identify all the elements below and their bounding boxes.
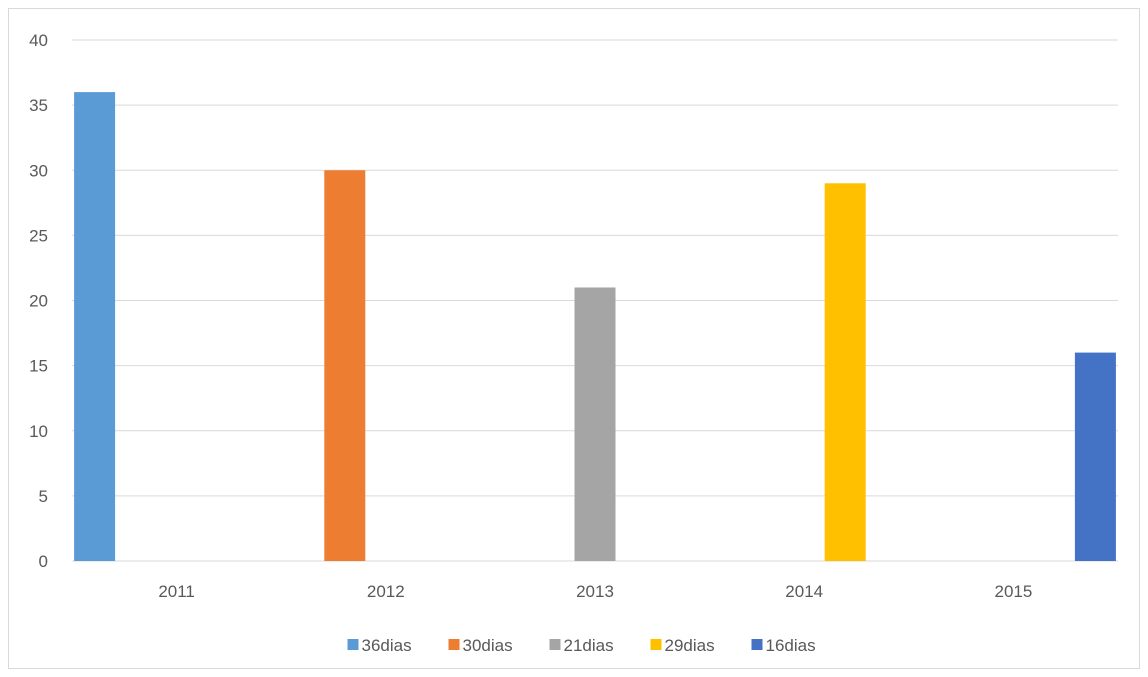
x-axis-tick-labels: 2011 2012 2013 2014 2015: [158, 582, 1032, 601]
y-tick-label: 30: [29, 161, 48, 180]
y-tick-label: 5: [39, 487, 48, 506]
legend-item-29dias: 29dias: [650, 636, 715, 655]
legend-swatch: [751, 639, 763, 650]
x-tick-label: 2011: [158, 582, 195, 601]
y-tick-label: 40: [29, 31, 48, 50]
legend-swatch: [650, 639, 662, 650]
legend: 36dias 30dias 21dias 29dias 16dias: [347, 636, 816, 655]
y-tick-label: 20: [29, 292, 48, 311]
legend-item-21dias: 21dias: [549, 636, 614, 655]
bar-29dias-2014: [824, 183, 866, 561]
y-tick-label: 0: [39, 552, 48, 571]
legend-label: 21dias: [564, 636, 614, 655]
legend-label: 29dias: [665, 636, 715, 655]
bar-16dias-2015: [1074, 352, 1116, 561]
bar-21dias-2013: [574, 287, 616, 561]
legend-item-16dias: 16dias: [751, 636, 816, 655]
legend-label: 30dias: [463, 636, 513, 655]
gridlines: [72, 39, 1118, 562]
x-tick-label: 2014: [785, 582, 823, 601]
legend-item-36dias: 36dias: [347, 636, 412, 655]
legend-swatch: [549, 639, 561, 650]
y-tick-label: 35: [29, 96, 48, 115]
x-tick-label: 2013: [576, 582, 614, 601]
bar-30dias-2012: [324, 170, 366, 561]
y-axis-tick-labels: 0 5 10 15 20 25 30 35 40: [29, 31, 48, 571]
y-tick-label: 15: [29, 357, 48, 376]
legend-label: 36dias: [362, 636, 412, 655]
x-tick-label: 2015: [994, 582, 1032, 601]
bar-36dias-2011: [74, 92, 116, 561]
y-tick-label: 10: [29, 422, 48, 441]
chart-area: [8, 8, 1140, 669]
legend-swatch: [347, 639, 359, 650]
legend-label: 16dias: [766, 636, 816, 655]
y-tick-label: 25: [29, 226, 48, 245]
legend-swatch: [448, 639, 460, 650]
bars: [74, 92, 1116, 561]
legend-item-30dias: 30dias: [448, 636, 513, 655]
x-tick-label: 2012: [367, 582, 405, 601]
